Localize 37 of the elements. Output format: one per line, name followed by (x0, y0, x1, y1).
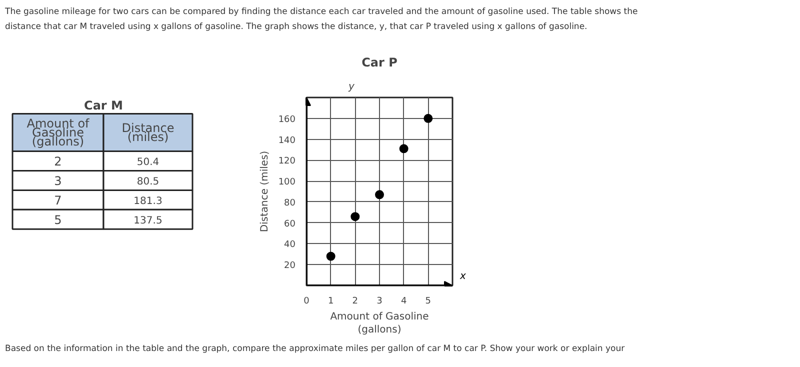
point (399, 144, 408, 154)
x-tick-label: 2 (352, 296, 358, 306)
y-tick-label: 140 (278, 136, 296, 146)
point (424, 114, 433, 123)
x-tick-label: 3 (376, 296, 382, 306)
text: 7 (54, 193, 62, 208)
y-tick-label: 160 (278, 114, 296, 125)
text: y (348, 82, 356, 92)
text: 5 (54, 212, 62, 227)
text: Car M (84, 98, 123, 112)
text: The gasoline mileage for two cars can be compared by finding the distance each car traveled and the amount of gasoline used. The table shows the distance that car M traveled using x gallons of gasoline. The graph shows the distance, y, that car P traveled using x gallons of gasoline. (5, 6, 638, 34)
x-tick-label: 0 (304, 296, 310, 306)
text: Amount of Gasoline (gallons) (26, 116, 90, 149)
y-tick-label: 100 (278, 178, 296, 188)
x-tick-label: 4 (400, 296, 407, 306)
text: Distance (miles) (122, 120, 174, 144)
y-tick-label: 20 (284, 261, 296, 272)
text: 181.3 (134, 196, 162, 207)
point (375, 190, 384, 200)
x-tick-label: 1 (328, 296, 334, 306)
y-tick-label: 60 (284, 219, 296, 230)
y-tick-label: 120 (278, 156, 296, 167)
point (350, 212, 360, 222)
text: 80.5 (136, 176, 160, 188)
text: 2 (54, 154, 62, 169)
y-tick-label: 40 (284, 240, 296, 250)
y-axis-title: Distance (miles) (259, 150, 270, 232)
y-tick-label: 80 (284, 198, 296, 208)
chart-title: Car P (362, 56, 398, 70)
text: 3 (54, 174, 62, 188)
point (326, 252, 336, 261)
text: 50.4 (136, 157, 160, 168)
x-tick-label: 5 (425, 296, 432, 306)
text: x (460, 270, 466, 284)
text: Based on the information in the table and the graph, compare the approximate miles per gallon of car M to car P. Show your work or explain your (5, 343, 625, 356)
text: 137.5 (134, 215, 162, 226)
x-axis-title: Amount of Gasoline (gallons) (330, 312, 429, 336)
